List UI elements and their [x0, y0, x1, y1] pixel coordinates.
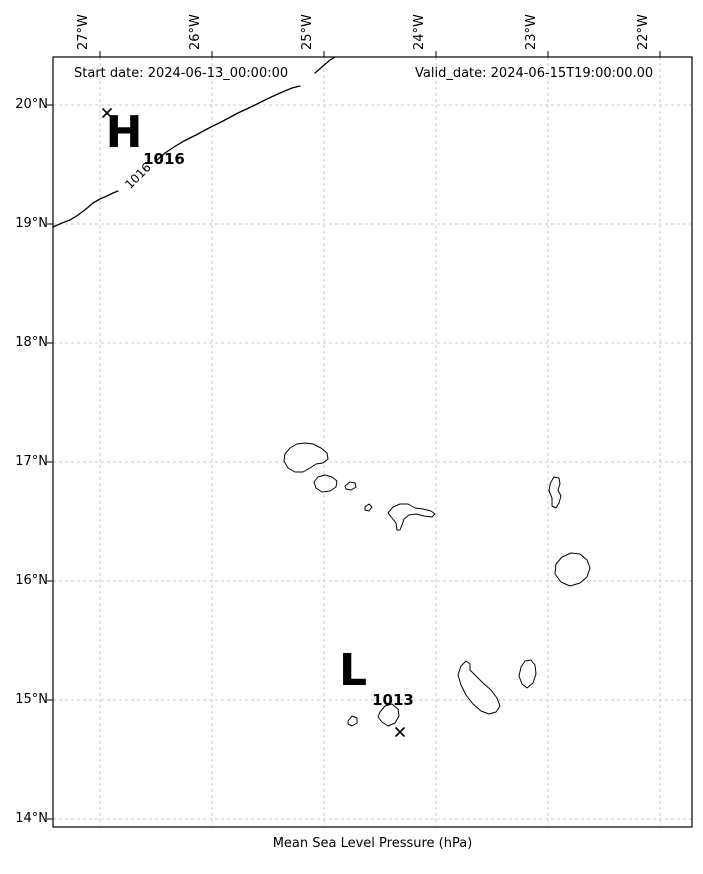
pressure-center-markers: [101, 107, 406, 738]
plot-border: [52, 56, 693, 828]
isobar-1016: [52, 56, 336, 228]
valid-date-label: Valid_date: 2024-06-15T19:00:00.00: [415, 66, 654, 81]
high-center-x-marker: [101, 107, 113, 119]
low-pressure-value: 1013: [372, 691, 414, 709]
isobar-segment-east: [156, 85, 301, 161]
low-pressure-symbol: L: [338, 645, 368, 696]
island-outline: [364, 503, 373, 512]
longitude-gridlines: [99, 57, 661, 827]
y-tick-label-15n: 15°N: [15, 692, 48, 707]
low-center-x-marker: [394, 726, 406, 738]
island-outline: [554, 552, 591, 587]
island-outline: [313, 474, 338, 493]
x-tick-label-23w: 23°W: [524, 14, 539, 50]
isobar-segment-top: [314, 56, 336, 74]
island-outline: [457, 660, 501, 715]
island-outline: [377, 703, 400, 727]
gridlines: [53, 57, 692, 827]
y-tick-label-16n: 16°N: [15, 573, 48, 588]
isobar-segment-west: [52, 190, 119, 228]
coastlines: [283, 442, 591, 727]
latitude-gridlines: [53, 104, 692, 820]
x-tick-label-27w: 27°W: [76, 14, 91, 50]
y-tick-label-19n: 19°N: [15, 216, 48, 231]
start-date-label: Start date: 2024-06-13_00:00:00: [74, 66, 289, 81]
island-outline: [283, 442, 329, 473]
x-tick-label-22w: 22°W: [636, 14, 651, 50]
y-tick-label-20n: 20°N: [15, 97, 48, 112]
y-tick-label-17n: 17°N: [15, 454, 48, 469]
island-outline: [548, 476, 562, 509]
island-outline: [518, 659, 537, 689]
island-outline: [387, 503, 436, 531]
y-tick-label-18n: 18°N: [15, 335, 48, 350]
x-tick-label-24w: 24°W: [412, 14, 427, 50]
x-axis-title: Mean Sea Level Pressure (hPa): [272, 836, 473, 851]
top-tick-marks: [99, 51, 661, 57]
x-tick-label-26w: 26°W: [188, 14, 203, 50]
island-outline: [347, 715, 358, 727]
high-pressure-symbol: H: [105, 107, 143, 158]
island-outline: [344, 481, 357, 491]
axis-ticks: [47, 51, 661, 820]
high-pressure-value: 1016: [143, 150, 185, 168]
x-tick-label-25w: 25°W: [300, 14, 315, 50]
y-tick-label-14n: 14°N: [15, 811, 48, 826]
left-tick-marks: [47, 104, 53, 820]
